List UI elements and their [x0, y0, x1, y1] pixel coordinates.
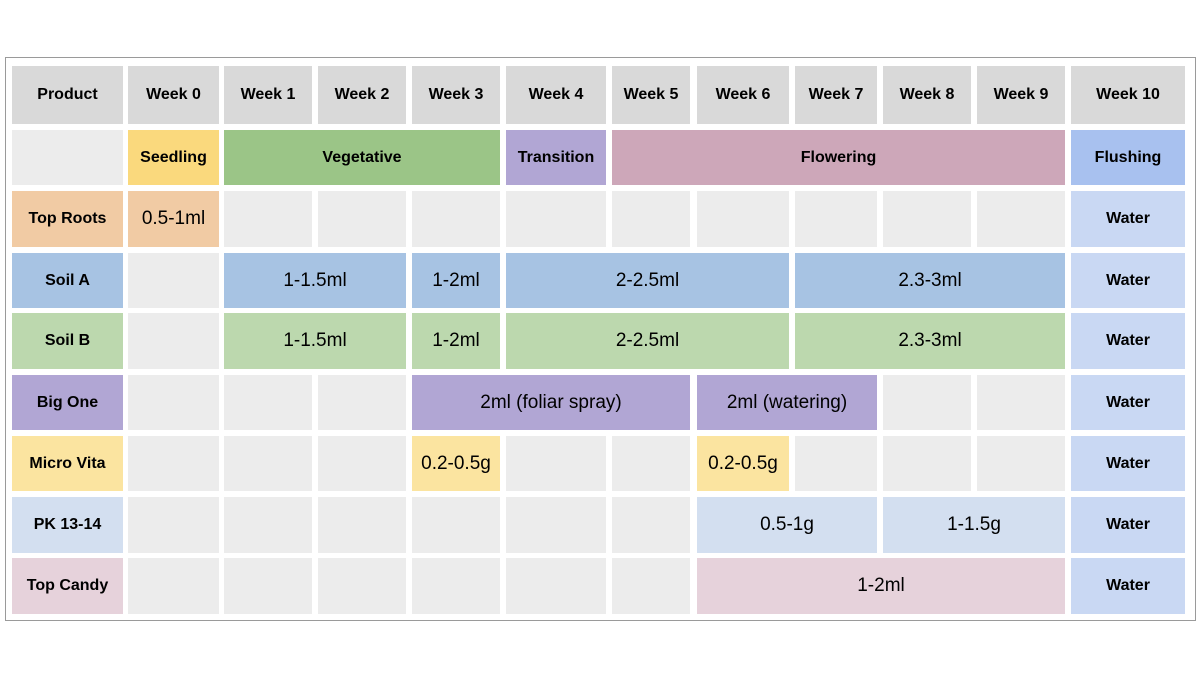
flush-cell: Water — [1071, 313, 1185, 369]
empty-cell — [224, 191, 312, 247]
stage-cell: Flowering — [612, 130, 1065, 185]
product-name: Top Roots — [12, 191, 123, 247]
empty-cell — [128, 436, 219, 491]
dose-cell: 2ml (foliar spray) — [412, 375, 690, 430]
empty-cell — [506, 558, 606, 614]
empty-cell — [128, 313, 219, 369]
dose-cell: 2ml (watering) — [697, 375, 877, 430]
column-header: Week 4 — [506, 66, 606, 124]
dose-cell: 1-2ml — [412, 313, 500, 369]
empty-cell — [506, 497, 606, 553]
stage-cell: Transition — [506, 130, 606, 185]
empty-cell — [883, 191, 971, 247]
dose-cell: 2.3-3ml — [795, 253, 1065, 308]
empty-cell — [224, 375, 312, 430]
empty-cell — [977, 191, 1065, 247]
empty-cell — [412, 191, 500, 247]
empty-cell — [318, 191, 406, 247]
empty-cell — [883, 436, 971, 491]
dose-cell: 0.5-1g — [697, 497, 877, 553]
dose-cell: 1-1.5g — [883, 497, 1065, 553]
empty-cell — [612, 497, 690, 553]
empty-cell — [128, 558, 219, 614]
empty-cell — [412, 558, 500, 614]
empty-cell — [318, 375, 406, 430]
column-header: Week 2 — [318, 66, 406, 124]
stage-cell: Seedling — [128, 130, 219, 185]
stage-cell: Flushing — [1071, 130, 1185, 185]
stage-cell: Vegetative — [224, 130, 500, 185]
flush-cell: Water — [1071, 436, 1185, 491]
empty-cell — [128, 375, 219, 430]
product-name: Top Candy — [12, 558, 123, 614]
column-header: Week 6 — [697, 66, 789, 124]
empty-cell — [612, 191, 690, 247]
column-header: Week 8 — [883, 66, 971, 124]
empty-cell — [224, 497, 312, 553]
dose-cell: 1-2ml — [697, 558, 1065, 614]
column-header: Week 5 — [612, 66, 690, 124]
product-name: Soil A — [12, 253, 123, 308]
dose-cell: 0.2-0.5g — [697, 436, 789, 491]
flush-cell: Water — [1071, 191, 1185, 247]
empty-cell — [795, 191, 877, 247]
flush-cell: Water — [1071, 375, 1185, 430]
column-header: Product — [12, 66, 123, 124]
empty-cell — [318, 558, 406, 614]
empty-cell — [224, 436, 312, 491]
dose-cell: 0.2-0.5g — [412, 436, 500, 491]
dose-cell: 2.3-3ml — [795, 313, 1065, 369]
empty-cell — [12, 130, 123, 185]
column-header: Week 3 — [412, 66, 500, 124]
empty-cell — [128, 253, 219, 308]
empty-cell — [977, 375, 1065, 430]
empty-cell — [612, 558, 690, 614]
empty-cell — [612, 436, 690, 491]
product-name: Micro Vita — [12, 436, 123, 491]
empty-cell — [318, 436, 406, 491]
column-header: Week 0 — [128, 66, 219, 124]
empty-cell — [412, 497, 500, 553]
product-name: Big One — [12, 375, 123, 430]
product-name: PK 13-14 — [12, 497, 123, 553]
column-header: Week 1 — [224, 66, 312, 124]
dose-cell: 0.5-1ml — [128, 191, 219, 247]
dose-cell: 1-1.5ml — [224, 253, 406, 308]
column-header: Week 9 — [977, 66, 1065, 124]
product-name: Soil B — [12, 313, 123, 369]
dose-cell: 1-2ml — [412, 253, 500, 308]
empty-cell — [128, 497, 219, 553]
empty-cell — [795, 436, 877, 491]
dose-cell: 2-2.5ml — [506, 253, 789, 308]
dose-cell: 1-1.5ml — [224, 313, 406, 369]
empty-cell — [883, 375, 971, 430]
empty-cell — [697, 191, 789, 247]
empty-cell — [506, 436, 606, 491]
flush-cell: Water — [1071, 558, 1185, 614]
table-frame — [5, 57, 1196, 621]
empty-cell — [224, 558, 312, 614]
dose-cell: 2-2.5ml — [506, 313, 789, 369]
column-header: Week 10 — [1071, 66, 1185, 124]
flush-cell: Water — [1071, 253, 1185, 308]
empty-cell — [506, 191, 606, 247]
column-header: Week 7 — [795, 66, 877, 124]
empty-cell — [977, 436, 1065, 491]
flush-cell: Water — [1071, 497, 1185, 553]
empty-cell — [318, 497, 406, 553]
